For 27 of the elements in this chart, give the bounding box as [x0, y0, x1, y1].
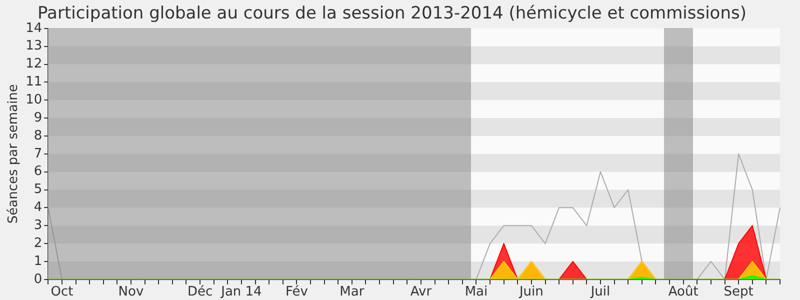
y-tick-label: 0 — [34, 272, 42, 287]
x-tick-label: Fév — [285, 284, 308, 300]
x-tick-label: Mai — [464, 284, 488, 300]
y-tick-label: 3 — [34, 218, 42, 233]
x-tick-label: Déc — [187, 284, 213, 300]
x-tick-label: Juil — [590, 284, 610, 300]
y-tick-label: 10 — [26, 92, 42, 108]
x-tick-label: Août — [668, 284, 698, 300]
y-tick-label: 6 — [34, 164, 42, 180]
x-tick-label: Oct — [50, 284, 74, 300]
x-tick-label: Juin — [518, 284, 544, 300]
y-tick-label: 4 — [34, 200, 42, 216]
y-tick-label: 8 — [34, 128, 42, 144]
x-tick-label: Mar — [340, 284, 365, 300]
y-tick-label: 12 — [26, 56, 42, 72]
y-tick-label: 9 — [34, 110, 42, 126]
x-tick-label: Sept — [724, 284, 754, 300]
y-axis-title: Séances par semaine — [6, 84, 22, 224]
x-tick-label: Avr — [410, 284, 432, 300]
y-tick-label: 13 — [26, 38, 42, 54]
x-tick-label: Jan 14 — [220, 284, 262, 300]
y-tick-label: 1 — [34, 254, 42, 269]
x-tick-label: Nov — [118, 284, 144, 300]
y-tick-label: 2 — [34, 236, 42, 251]
y-tick-label: 11 — [26, 74, 42, 90]
y-tick-label: 5 — [34, 182, 42, 198]
y-tick-label: 7 — [34, 146, 42, 162]
